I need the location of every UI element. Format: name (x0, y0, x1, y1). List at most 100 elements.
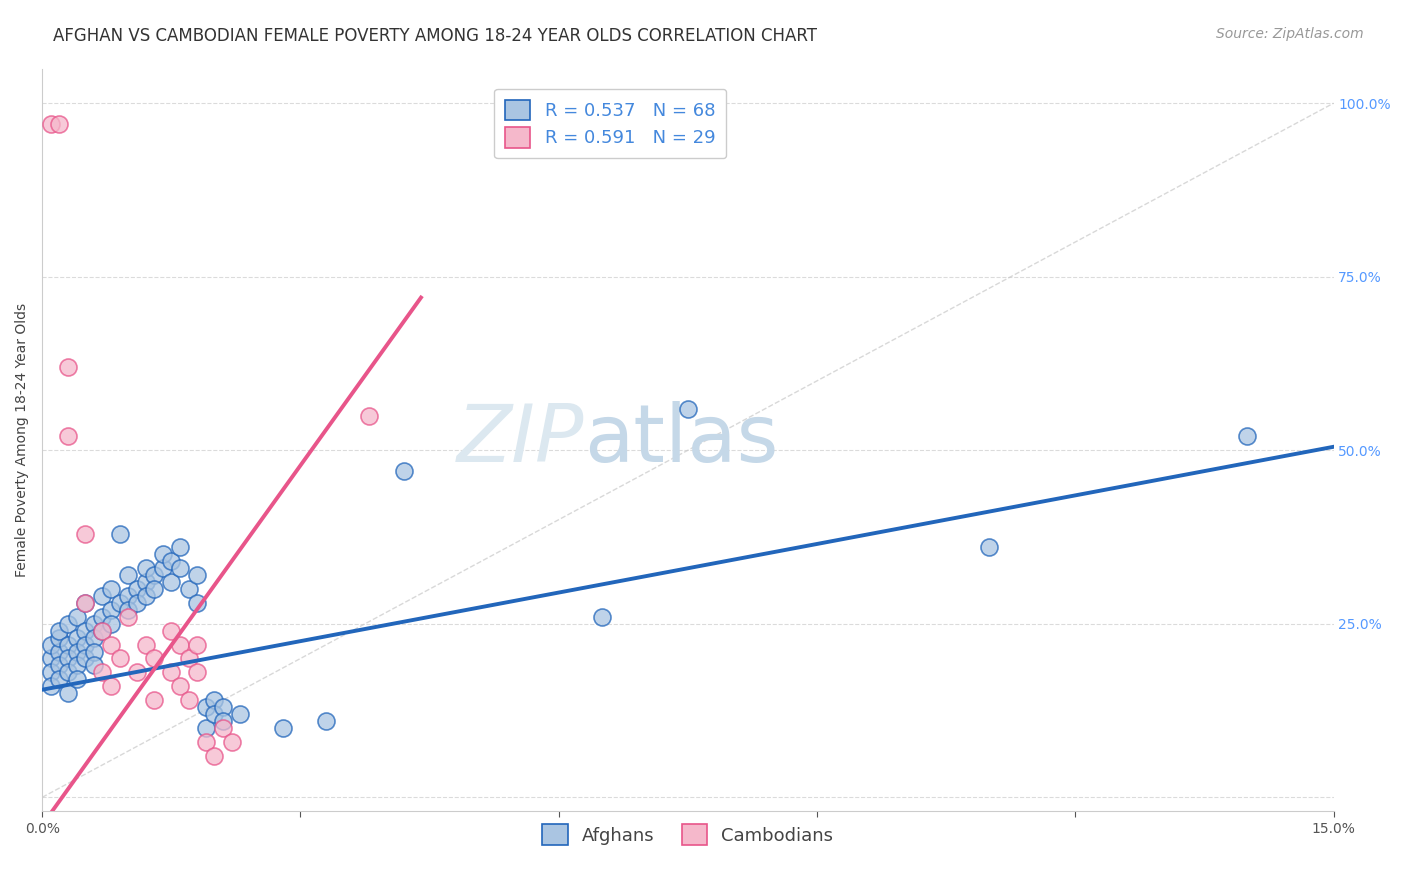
Point (91, 589, 114, 603)
Y-axis label: Female Poverty Among 18-24 Year Olds: Female Poverty Among 18-24 Year Olds (15, 302, 30, 577)
Point (56, 359, 79, 374)
Text: AFGHAN VS CAMBODIAN FEMALE POVERTY AMONG 18-24 YEAR OLDS CORRELATION CHART: AFGHAN VS CAMBODIAN FEMALE POVERTY AMONG… (53, 27, 817, 45)
Point (1236, 429, 1258, 443)
Point (134, 638, 156, 652)
Point (75, 651, 97, 665)
Point (202, 693, 225, 707)
Point (56, 686, 79, 700)
Point (160, 575, 183, 590)
Point (83, 658, 105, 673)
Point (83, 644, 105, 658)
Point (91, 665, 114, 680)
Point (48, 631, 70, 645)
Point (75, 638, 97, 652)
Point (56, 638, 79, 652)
Point (117, 610, 139, 624)
Point (676, 401, 699, 416)
Point (66, 644, 89, 658)
Point (143, 693, 166, 707)
Point (194, 735, 217, 749)
Point (91, 624, 114, 638)
Point (169, 561, 191, 575)
Point (221, 735, 243, 749)
Text: ZIP: ZIP (457, 401, 585, 479)
Point (56, 616, 79, 631)
Point (75, 596, 97, 610)
Point (66, 631, 89, 645)
Point (177, 582, 200, 596)
Point (359, 409, 381, 423)
Point (39, 679, 62, 693)
Point (160, 554, 183, 568)
Point (48, 673, 70, 687)
Point (48, 644, 70, 658)
Point (91, 610, 114, 624)
Point (117, 603, 139, 617)
Point (134, 575, 156, 590)
Point (229, 706, 252, 721)
Point (117, 589, 139, 603)
Point (66, 610, 89, 624)
Point (194, 700, 217, 714)
Text: Source: ZipAtlas.com: Source: ZipAtlas.com (1216, 27, 1364, 41)
Point (100, 582, 122, 596)
Point (315, 714, 337, 728)
Point (152, 561, 174, 575)
Point (177, 651, 200, 665)
Point (392, 464, 415, 478)
Point (48, 624, 70, 638)
Point (100, 679, 122, 693)
Point (100, 603, 122, 617)
Point (271, 721, 294, 735)
Point (39, 638, 62, 652)
Point (39, 117, 62, 131)
Point (75, 624, 97, 638)
Point (56, 665, 79, 680)
Point (202, 706, 225, 721)
Legend: Afghans, Cambodians: Afghans, Cambodians (533, 815, 842, 855)
Point (152, 548, 174, 562)
Point (169, 679, 191, 693)
Point (125, 582, 148, 596)
Point (186, 665, 208, 680)
Point (186, 596, 208, 610)
Point (194, 721, 217, 735)
Point (134, 589, 156, 603)
Point (169, 541, 191, 555)
Point (169, 638, 191, 652)
Point (75, 526, 97, 541)
Point (212, 700, 235, 714)
Point (100, 616, 122, 631)
Point (66, 673, 89, 687)
Point (56, 429, 79, 443)
Point (117, 568, 139, 582)
Point (48, 117, 70, 131)
Point (56, 651, 79, 665)
Point (108, 651, 131, 665)
Point (108, 526, 131, 541)
Point (143, 582, 166, 596)
Point (39, 665, 62, 680)
Point (186, 638, 208, 652)
Point (125, 665, 148, 680)
Point (75, 596, 97, 610)
Point (591, 610, 613, 624)
Point (202, 748, 225, 763)
Text: atlas: atlas (585, 401, 779, 479)
Point (66, 658, 89, 673)
Point (143, 651, 166, 665)
Point (212, 714, 235, 728)
Point (108, 596, 131, 610)
Point (39, 651, 62, 665)
Point (134, 561, 156, 575)
Point (125, 596, 148, 610)
Point (160, 665, 183, 680)
Point (91, 624, 114, 638)
Point (83, 616, 105, 631)
Point (160, 624, 183, 638)
Point (186, 568, 208, 582)
Point (177, 693, 200, 707)
Point (143, 568, 166, 582)
Point (979, 541, 1001, 555)
Point (48, 658, 70, 673)
